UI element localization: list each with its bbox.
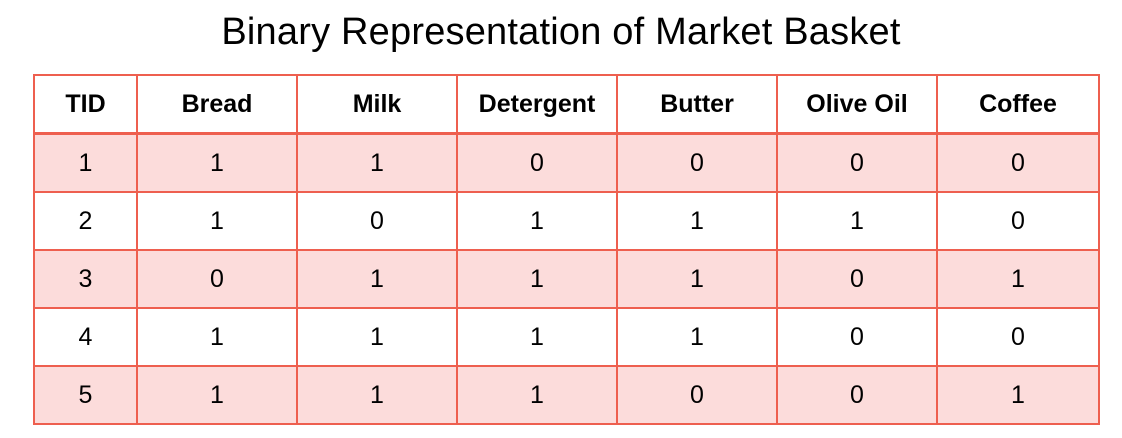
table-cell: 1 [136, 307, 298, 367]
table-cell: 1 [616, 191, 778, 251]
column-header-tid: TID [33, 74, 138, 135]
table-cell: 1 [936, 249, 1100, 309]
table-cell: 0 [776, 249, 938, 309]
table-cell: 1 [456, 249, 618, 309]
table-cell: 1 [456, 191, 618, 251]
table-cell: 0 [936, 191, 1100, 251]
table-cell: 0 [456, 132, 618, 193]
table-cell: 0 [776, 132, 938, 193]
table-header-row: TID Bread Milk Detergent Butter Olive Oi… [33, 74, 1100, 135]
table-cell: 0 [776, 365, 938, 425]
table-row: 2 1 0 1 1 1 0 [33, 191, 1100, 251]
table-row: 4 1 1 1 1 0 0 [33, 307, 1100, 367]
table-cell: 0 [296, 191, 458, 251]
table-cell: 1 [33, 132, 138, 193]
table-cell: 1 [136, 365, 298, 425]
table-cell: 0 [936, 132, 1100, 193]
column-header-olive-oil: Olive Oil [776, 74, 938, 135]
table-cell: 0 [616, 132, 778, 193]
market-basket-table: TID Bread Milk Detergent Butter Olive Oi… [33, 74, 1100, 425]
table-cell: 4 [33, 307, 138, 367]
table-cell: 1 [616, 307, 778, 367]
table-cell: 0 [136, 249, 298, 309]
column-header-butter: Butter [616, 74, 778, 135]
table-cell: 1 [936, 365, 1100, 425]
table-cell: 2 [33, 191, 138, 251]
column-header-coffee: Coffee [936, 74, 1100, 135]
table-cell: 0 [936, 307, 1100, 367]
table-cell: 1 [296, 249, 458, 309]
page-title: Binary Representation of Market Basket [221, 11, 901, 53]
table-cell: 0 [616, 365, 778, 425]
table-cell: 1 [456, 307, 618, 367]
table-cell: 5 [33, 365, 138, 425]
table-cell: 3 [33, 249, 138, 309]
table-cell: 1 [296, 132, 458, 193]
table-cell: 1 [456, 365, 618, 425]
table-row: 5 1 1 1 0 0 1 [33, 365, 1100, 425]
table-cell: 1 [296, 365, 458, 425]
table-cell: 1 [136, 132, 298, 193]
table-cell: 1 [776, 191, 938, 251]
column-header-milk: Milk [296, 74, 458, 135]
table-cell: 0 [776, 307, 938, 367]
table-row: 3 0 1 1 1 0 1 [33, 249, 1100, 309]
table-cell: 1 [616, 249, 778, 309]
table-cell: 1 [136, 191, 298, 251]
column-header-detergent: Detergent [456, 74, 618, 135]
column-header-bread: Bread [136, 74, 298, 135]
table-row: 1 1 1 0 0 0 0 [33, 132, 1100, 193]
table-cell: 1 [296, 307, 458, 367]
